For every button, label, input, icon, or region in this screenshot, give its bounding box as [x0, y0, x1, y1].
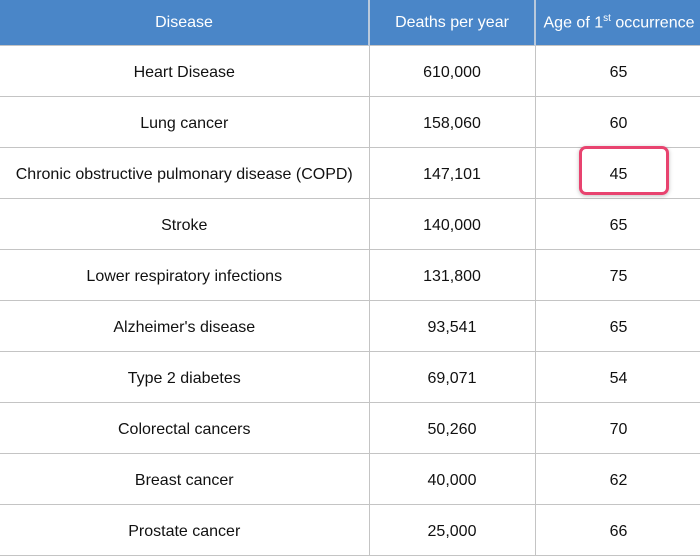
- cell-disease: Lung cancer: [0, 96, 370, 148]
- header-disease: Disease: [0, 0, 370, 46]
- cell-age: 65: [534, 300, 700, 352]
- header-age-prefix: Age of 1: [543, 14, 604, 32]
- cell-age: 66: [534, 504, 700, 556]
- cell-age: 75: [534, 249, 700, 301]
- cell-age: 60: [534, 96, 700, 148]
- table-row: Lung cancer 158,060 60: [0, 96, 700, 148]
- table-row: Prostate cancer 25,000 66: [0, 504, 700, 556]
- cell-age: 65: [534, 198, 700, 250]
- cell-deaths: 610,000: [368, 45, 536, 97]
- cell-disease: Type 2 diabetes: [0, 351, 370, 403]
- cell-deaths: 158,060: [368, 96, 536, 148]
- cell-deaths: 147,101: [368, 147, 536, 199]
- cell-disease: Breast cancer: [0, 453, 370, 505]
- cell-deaths: 40,000: [368, 453, 536, 505]
- cell-deaths: 25,000: [368, 504, 536, 556]
- cell-deaths: 140,000: [368, 198, 536, 250]
- header-row: Disease Deaths per year Age of 1st occur…: [0, 0, 700, 46]
- table-row: Stroke 140,000 65: [0, 198, 700, 250]
- cell-disease: Colorectal cancers: [0, 402, 370, 454]
- cell-disease: Lower respiratory infections: [0, 249, 370, 301]
- cell-disease: Prostate cancer: [0, 504, 370, 556]
- header-age-suffix: occurrence: [610, 14, 695, 32]
- cell-deaths: 131,800: [368, 249, 536, 301]
- header-age-sup: st: [603, 12, 611, 24]
- header-deaths: Deaths per year: [369, 0, 536, 46]
- highlight-box: [579, 146, 669, 195]
- cell-deaths: 93,541: [368, 300, 536, 352]
- table-row: Breast cancer 40,000 62: [0, 453, 700, 505]
- cell-disease: Stroke: [0, 198, 370, 250]
- table-row: Chronic obstructive pulmonary disease (C…: [0, 147, 700, 199]
- cell-deaths: 50,260: [368, 402, 536, 454]
- cell-age: 62: [534, 453, 700, 505]
- cell-age: 54: [534, 351, 700, 403]
- cell-age: 45: [534, 147, 700, 199]
- table-row: Lower respiratory infections 131,800 75: [0, 249, 700, 301]
- cell-age: 70: [534, 402, 700, 454]
- cell-deaths: 69,071: [368, 351, 536, 403]
- cell-disease: Chronic obstructive pulmonary disease (C…: [0, 147, 370, 199]
- header-age: Age of 1st occurrence: [535, 0, 700, 46]
- cell-disease: Heart Disease: [0, 45, 370, 97]
- table-row: Alzheimer's disease 93,541 65: [0, 300, 700, 352]
- table-row: Colorectal cancers 50,260 70: [0, 402, 700, 454]
- table-row: Heart Disease 610,000 65: [0, 45, 700, 97]
- cell-age: 65: [534, 45, 700, 97]
- table-row: Type 2 diabetes 69,071 54: [0, 351, 700, 403]
- cell-disease: Alzheimer's disease: [0, 300, 370, 352]
